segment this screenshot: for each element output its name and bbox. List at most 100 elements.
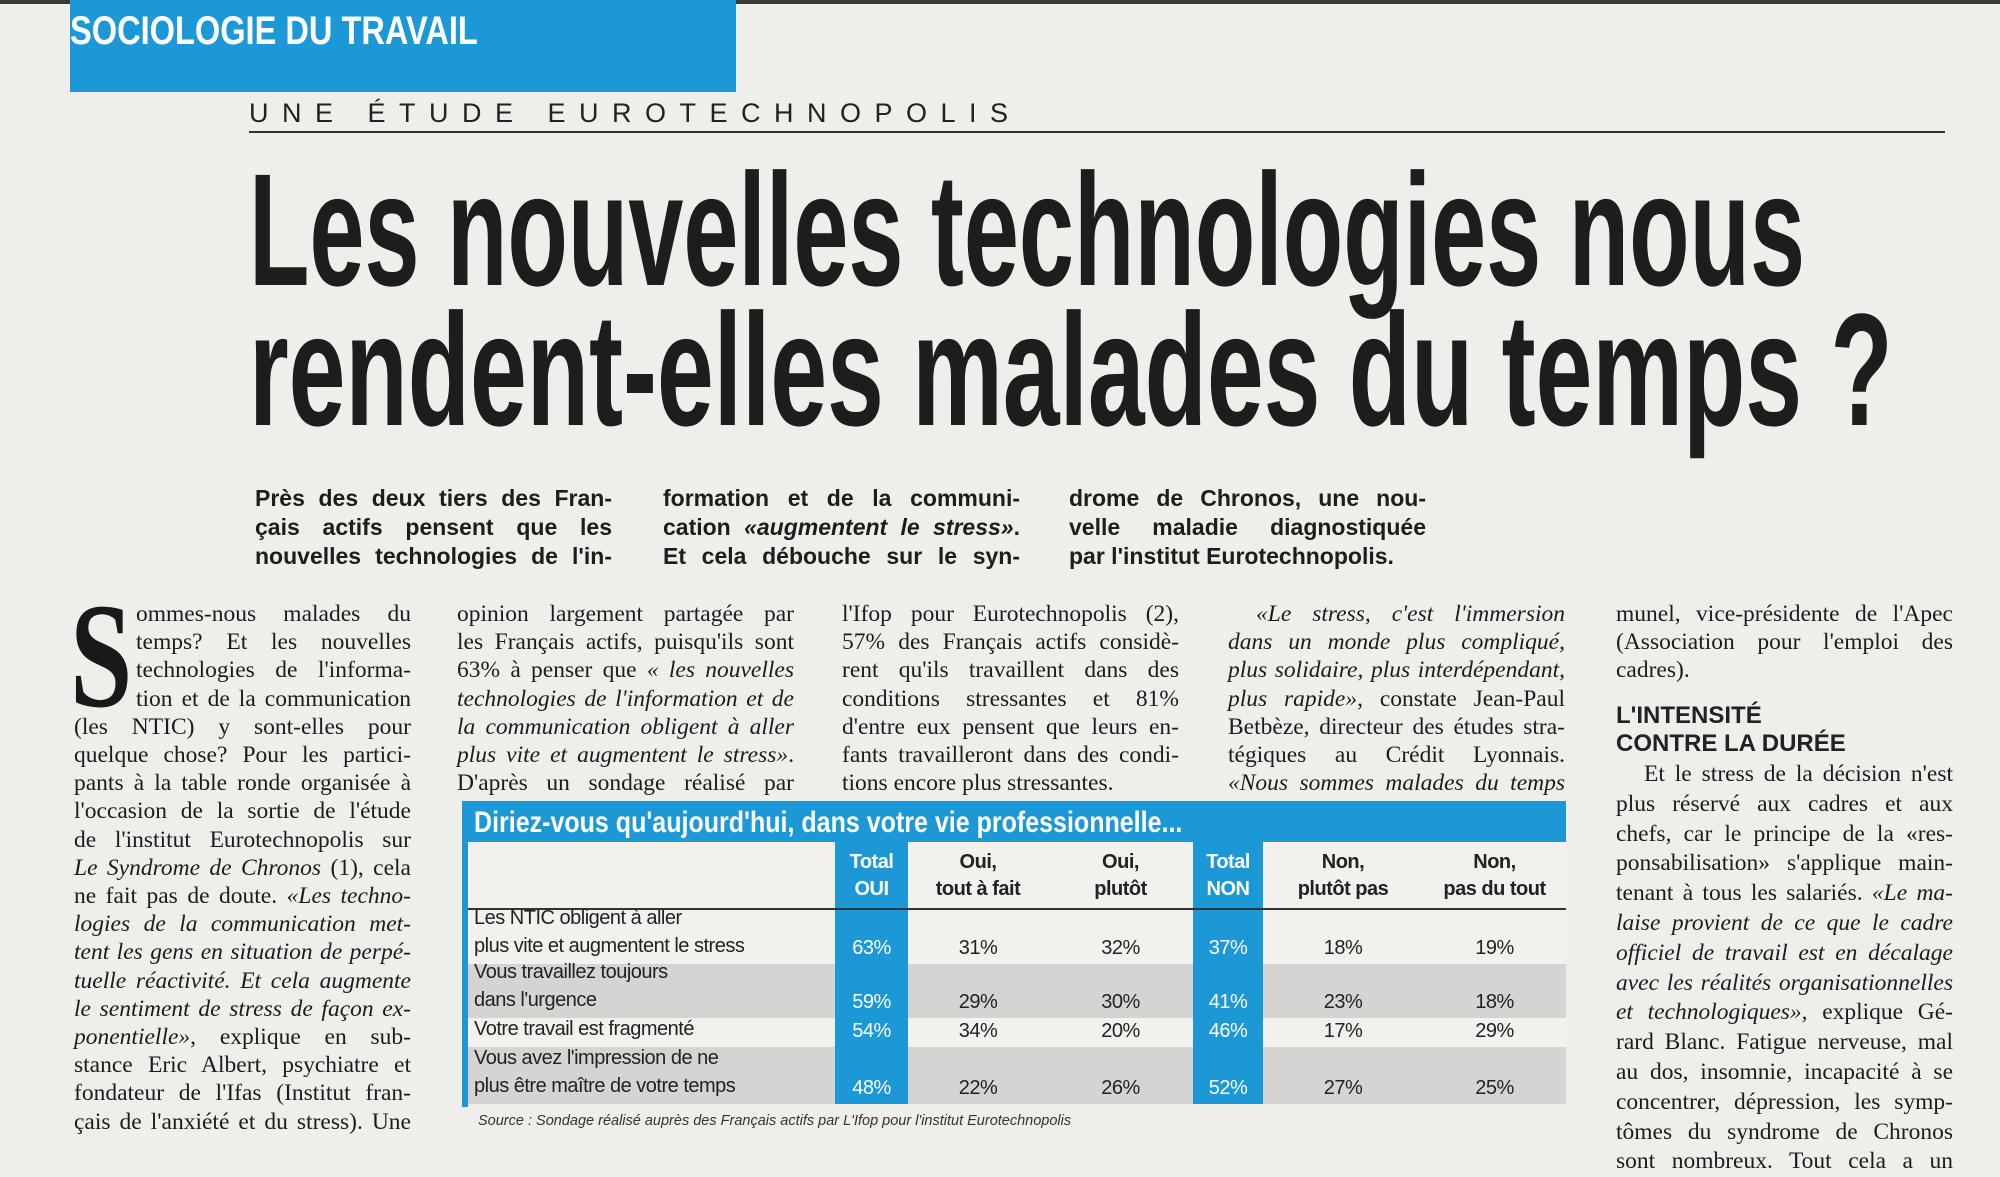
- body-column-4: «Le stress, c'est l'immersion dans un mon…: [1228, 600, 1565, 797]
- text-line: de l'institut Eurotechnopolis sur: [74, 826, 411, 853]
- text-line: temps? Et les nouvelles: [136, 629, 411, 656]
- cell-text: Total: [1206, 851, 1250, 873]
- text-line: ponsabilisation» s'applique main-: [1616, 850, 1953, 877]
- italic-text: «Le stress, c'est l'immersion: [1256, 601, 1565, 627]
- table-cell: 19%: [1423, 909, 1566, 964]
- row-label: Votre travail est fragmenté: [468, 1018, 835, 1047]
- text-line: ommes-nous malades du: [136, 601, 411, 627]
- text-line: rard Blanc. Fatigue nerveuse, mal: [1616, 1029, 1953, 1056]
- italic-text: Le Syndrome de Chronos: [74, 854, 322, 881]
- text-line: Et le stress de la décision n'est: [1644, 761, 1953, 787]
- table-cell: 17%: [1263, 1018, 1423, 1047]
- text-line: pants à la table ronde organisée à: [74, 770, 411, 797]
- text-line: «Le stress, c'est l'immersion: [1228, 600, 1565, 628]
- column-header: [468, 842, 835, 909]
- cell-text: 37%: [1208, 937, 1248, 959]
- cell-text: 27%: [1323, 1077, 1363, 1099]
- cell-text: Oui,: [959, 851, 997, 873]
- cell-text: plus être maître de votre temps: [474, 1075, 736, 1097]
- table-cell: 18%: [1263, 909, 1423, 964]
- table-source: Source : Sondage réalisé auprès des Fran…: [478, 1113, 1072, 1129]
- italic-text: et technologiques»: [1616, 999, 1802, 1026]
- text-line: conditions stressantes et 81%: [842, 685, 1179, 712]
- text-line: d'entre eux pensent que leurs en-: [842, 713, 1179, 740]
- table-cell: 59%: [835, 964, 908, 1018]
- table-cell: 34%: [908, 1018, 1048, 1047]
- cell-text: 18%: [1475, 991, 1514, 1013]
- italic-text: laise provient de ce que le cadre: [1616, 909, 1953, 936]
- table-cell: 23%: [1263, 964, 1423, 1018]
- cell-text: 46%: [1208, 1020, 1248, 1042]
- text-line: officiel de travail est en décalage: [1616, 939, 1953, 969]
- text-line: (Association pour l'emploi des: [1616, 629, 1953, 656]
- cell-text: 18%: [1323, 937, 1363, 959]
- cell-text: plutôt pas: [1297, 878, 1389, 900]
- table-cell: 46%: [1193, 1018, 1263, 1047]
- cell-text: pas du tout: [1443, 878, 1546, 900]
- italic-text: logies de la communication met-: [74, 911, 411, 938]
- table-cell: 25%: [1423, 1047, 1566, 1104]
- top-edge-rule: [0, 0, 2000, 4]
- cell-text: 20%: [1101, 1020, 1140, 1042]
- deck-column-3: drome de Chronos, une nou-velle maladie …: [1069, 484, 1426, 571]
- cell-text: 19%: [1475, 937, 1514, 959]
- text-line: technologies de l'informa-: [136, 657, 411, 684]
- text-line: stance Eric Albert, psychiatre et: [74, 1052, 411, 1079]
- text-line: fondateur de l'Ifas (Institut fran-: [74, 1080, 411, 1107]
- text-line: plus solidaire, plus interdépendant,: [1228, 656, 1565, 684]
- text-line: et technologiques», explique Gé-: [1616, 999, 1954, 1026]
- table-header-row: Total OUI Oui, tout à fait Oui, plutôt Total NO…: [468, 842, 1566, 909]
- cell-text: 31%: [958, 937, 998, 959]
- table-cell: 37%: [1193, 909, 1263, 964]
- italic-text: «Le ma-: [1871, 880, 1953, 907]
- text-line: D'après un sondage réalisé par: [457, 770, 794, 797]
- table-row: Vous travaillez toujours dans l'urgence 59…: [468, 961, 1566, 1018]
- deck-column-1: Près des deux tiers des Fran-çais actifs…: [255, 484, 612, 571]
- italic-text: «Les techno-: [286, 883, 411, 910]
- text-line: drome de Chronos, une nou-: [1069, 485, 1426, 511]
- text-line: Betbèze, directeur des études stra-: [1228, 713, 1565, 740]
- kicker-rule: [249, 131, 1945, 133]
- italic-text: ponentielle»: [74, 1024, 191, 1051]
- italic-text: avec les réalités organisationnelles: [1616, 969, 1953, 996]
- kicker: UNE ÉTUDE EUROTECHNOPOLIS: [249, 98, 1022, 128]
- text-line: opinion largement partagée par: [457, 601, 794, 627]
- italic-text: « les nouvelles: [646, 657, 794, 684]
- text-line: laise provient de ce que le cadre: [1616, 909, 1953, 939]
- text-line: munel, vice-présidente de l'Apec: [1616, 601, 1953, 627]
- text-line: logies de la communication met-: [74, 910, 411, 938]
- table-title-bar: [462, 801, 1566, 842]
- text-line: velle maladie diagnostiquée: [1069, 514, 1426, 540]
- italic-text: plus solidaire, plus interdépendant,: [1228, 657, 1565, 684]
- italic-text: officiel de travail est en décalage: [1616, 939, 1953, 966]
- table-title: Diriez-vous qu'aujourd'hui, dans votre v…: [474, 806, 1183, 839]
- body-column-5-continued: Et le stress de la décision n'est plus ré…: [1616, 760, 1953, 1177]
- cell-text: dans l'urgence: [474, 989, 597, 1011]
- headline-line-1: Les nouvelles technologies nous: [249, 140, 1806, 319]
- table-row: Les NTIC obligent à aller plus vite et au…: [468, 907, 1566, 964]
- row-label: Vous avez l'impression de ne plus être ma…: [468, 1047, 835, 1104]
- cell-text: 22%: [958, 1077, 998, 1099]
- table-cell: 29%: [908, 964, 1048, 1018]
- italic-text: tuelle réactivité. Et cela augmente: [74, 967, 411, 994]
- text-line: ne fait pas de doute. «Les techno-: [74, 883, 411, 910]
- cell-text: 32%: [1101, 937, 1140, 959]
- text-line: tent les gens en situation de perpé-: [74, 938, 411, 966]
- italic-text: plus vite et augmentent le stress»: [457, 742, 789, 769]
- text-line: dans un monde plus compliqué,: [1228, 628, 1565, 656]
- column-header: Non, plutôt pas: [1263, 842, 1423, 909]
- text-line: concentrer, dépression, les symp-: [1616, 1088, 1953, 1115]
- text-line: sont nombreux. Tout cela a un: [1616, 1148, 1953, 1175]
- text-line: çais actifs pensent que les: [255, 514, 612, 540]
- text-line: par l'institut Eurotechnopolis.: [1069, 543, 1394, 569]
- text-line: plus vite et augmentent le stress».: [457, 742, 794, 769]
- cell-text: 34%: [958, 1020, 998, 1042]
- table-cell: 63%: [835, 909, 908, 964]
- table-cell: 22%: [908, 1047, 1048, 1104]
- table-cell: 48%: [835, 1047, 908, 1104]
- text-line: Et cela débouche sur le syn-: [663, 543, 1020, 569]
- cell-text: Total: [849, 851, 894, 873]
- section-label: SOCIOLOGIE DU TRAVAIL: [70, 9, 478, 53]
- text-line: 63% à penser que « les nouvelles: [457, 657, 794, 684]
- italic-text: «Nous sommes malades du temps: [1228, 770, 1565, 797]
